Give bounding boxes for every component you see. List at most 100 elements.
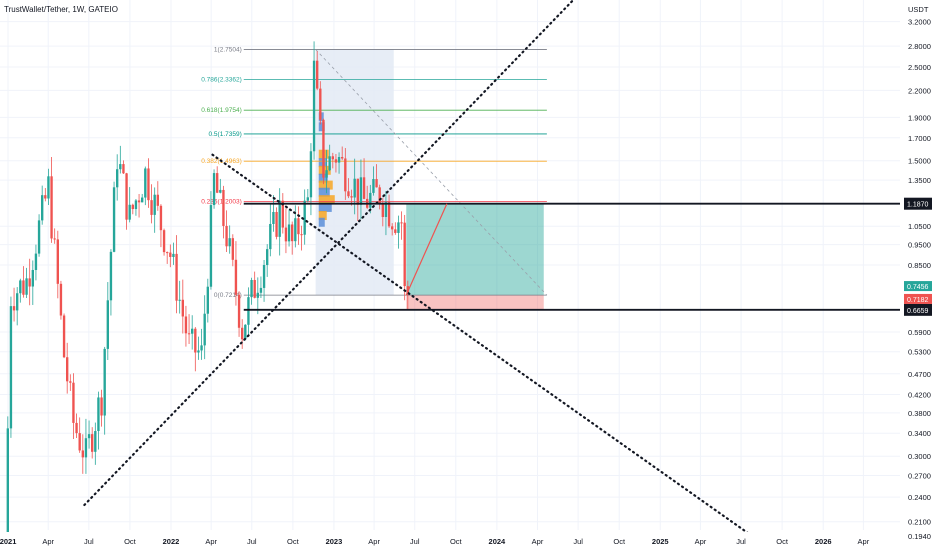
candle-body xyxy=(331,156,334,160)
projection-line[interactable] xyxy=(405,203,448,296)
volume-profile-bar xyxy=(318,187,330,197)
candle-body xyxy=(372,179,375,193)
candle-body xyxy=(278,200,281,237)
time-tick-label: Apr xyxy=(205,537,217,546)
candle-body xyxy=(137,200,141,203)
candle-body xyxy=(159,205,163,231)
volume-profile-bar xyxy=(318,211,327,221)
candle-body xyxy=(19,280,22,294)
price-tick-label: 0.8500 xyxy=(908,261,931,270)
volume-profile-bar xyxy=(318,122,325,132)
candle-body xyxy=(259,287,263,293)
candle-body xyxy=(287,224,291,242)
candle-body xyxy=(391,226,394,230)
time-axis-background xyxy=(0,532,900,550)
candle-body xyxy=(53,238,56,240)
chart-title: TrustWallet/Tether, 1W, GATEIO xyxy=(4,5,118,14)
candle-body xyxy=(134,200,138,210)
candle-body xyxy=(219,189,222,193)
price-axis-background xyxy=(900,0,932,550)
time-tick-label: Apr xyxy=(532,537,544,546)
candle-body xyxy=(87,434,91,439)
candle-body xyxy=(116,169,119,188)
candle-body xyxy=(266,249,269,266)
candle-body xyxy=(41,195,44,221)
price-tick-label: 0.2700 xyxy=(908,472,931,481)
candle-body xyxy=(9,306,13,429)
candle-body xyxy=(291,224,294,242)
price-tick-label: 0.5900 xyxy=(908,328,931,337)
candle-body xyxy=(381,203,384,217)
candle-body xyxy=(184,316,188,334)
candle-body xyxy=(191,328,194,334)
candle-body xyxy=(375,179,378,188)
fib-trend-line xyxy=(315,49,548,296)
price-tick-label: 0.3400 xyxy=(908,429,931,438)
candle-body xyxy=(178,299,181,301)
candle-body xyxy=(84,438,88,458)
price-tick-label: 1.3500 xyxy=(908,176,931,185)
candle-body xyxy=(281,200,284,228)
candle-body xyxy=(275,211,278,237)
position-loss-zone[interactable] xyxy=(406,295,544,310)
candle-body xyxy=(262,265,266,288)
candle-body xyxy=(56,239,59,284)
candle-body xyxy=(231,238,234,260)
candle-body xyxy=(200,345,203,351)
candle-body xyxy=(122,164,125,174)
candle-body xyxy=(250,279,253,298)
price-tick-label: 2.2000 xyxy=(908,86,931,95)
candle-body xyxy=(244,324,247,340)
price-tick-label: 0.9500 xyxy=(908,241,931,250)
candle-body xyxy=(131,204,134,210)
price-tag xyxy=(904,293,932,304)
candle-body xyxy=(334,159,338,163)
candle-body xyxy=(147,168,150,201)
candle-body xyxy=(394,229,397,233)
candle-body xyxy=(400,222,403,224)
candle-body xyxy=(144,168,147,198)
candle-body xyxy=(206,286,209,314)
price-tick-label: 0.1940 xyxy=(908,532,931,541)
time-tick-label: 2024 xyxy=(489,537,507,546)
drawings[interactable] xyxy=(83,0,900,550)
currency-label: USDT xyxy=(908,5,929,14)
candle-body xyxy=(34,253,38,270)
time-tick-label: Oct xyxy=(124,537,137,546)
candle-body xyxy=(387,202,391,227)
candle-body xyxy=(350,196,353,198)
candle-body xyxy=(369,192,372,208)
time-tick-label: Oct xyxy=(776,537,789,546)
price-tick-label: 0.2400 xyxy=(908,493,931,502)
candle-body xyxy=(212,173,216,206)
candle-body xyxy=(44,195,47,199)
price-tick-label: 0.3000 xyxy=(908,452,931,461)
candle-body xyxy=(209,205,213,287)
price-tick-label: 2.8000 xyxy=(908,42,931,51)
price-tick-label: 1.0500 xyxy=(908,222,931,231)
fib-level-label: 0.786(2.3362) xyxy=(201,76,241,83)
time-tick-label: 2021 xyxy=(0,537,16,546)
position-profit-zone[interactable] xyxy=(406,203,544,296)
candle-body xyxy=(31,269,34,287)
candle-body xyxy=(69,381,72,383)
candle-body xyxy=(225,225,228,247)
fib-retracement-levels[interactable]: 1(2.7504) 0.786(2.3362) 0.618(1.9754) 0.5(1… xyxy=(201,46,548,299)
candle-body xyxy=(72,382,75,423)
candle-body xyxy=(150,200,153,215)
candle-body xyxy=(141,197,144,203)
fib-level-label: 0.236(1.2003) xyxy=(201,199,241,206)
candle-body xyxy=(91,434,94,452)
time-tick-label: Jul xyxy=(573,537,583,546)
trendline-ascending[interactable] xyxy=(83,0,578,507)
candle-body xyxy=(59,283,63,316)
candle-body xyxy=(325,170,328,178)
long-position-tool[interactable] xyxy=(406,203,544,310)
trendline-descending[interactable] xyxy=(211,153,773,550)
candle-body xyxy=(22,280,25,295)
price-tick-label: 0.5300 xyxy=(908,348,931,357)
candle-body xyxy=(241,327,244,340)
candle-body xyxy=(234,259,238,295)
